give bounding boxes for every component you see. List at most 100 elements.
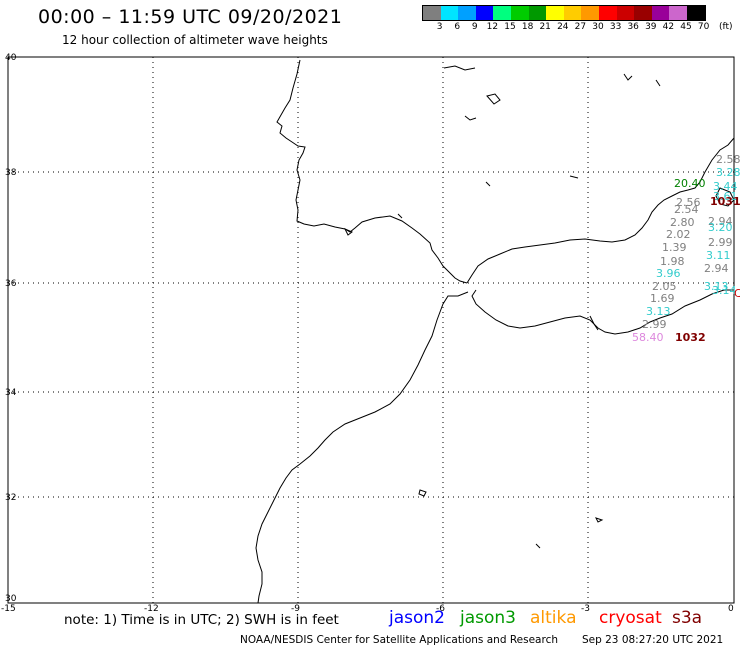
legend-tick-label: 39: [645, 22, 657, 32]
wave-height-label: 3.96: [656, 267, 681, 280]
wave-height-label: 2.94: [704, 262, 729, 275]
wave-height-label: 58.40: [632, 331, 664, 344]
wave-height-label: 20.40: [674, 177, 706, 190]
wave-height-label: 1032: [675, 331, 706, 344]
legend-swatch: [598, 6, 617, 20]
satellite-jason3: jason3: [460, 608, 516, 628]
map-subtitle: 12 hour collection of altimeter wave hei…: [62, 33, 328, 47]
legend-tick-label: 27: [574, 22, 587, 32]
coast-iberia-mediterranean: [466, 137, 735, 284]
coast-alboran: [589, 315, 599, 331]
legend-swatch: [686, 6, 705, 20]
coast-island-small: [343, 228, 353, 236]
coastlines: [255, 59, 735, 604]
legend-swatch: [440, 6, 459, 20]
coast-small-3: [535, 543, 541, 549]
wave-height-label: 2.99: [642, 318, 667, 331]
wave-height-label: 2.99: [708, 236, 733, 249]
wave-height-label: 3.44: [713, 180, 738, 193]
coast-lake-4: [397, 213, 403, 219]
wave-height-label: C: [734, 287, 740, 300]
legend-tick-label: 6: [454, 22, 461, 32]
wave-height-label: 3.28: [716, 166, 740, 179]
coast-morocco-atlantic: [255, 291, 469, 604]
wave-height-label: 3.61: [713, 190, 738, 203]
lat-label-34: 34: [5, 388, 17, 398]
generated-timestamp: Sep 23 08:27:20 UTC 2021: [582, 634, 724, 646]
legend-swatch: [669, 6, 687, 20]
satellite-s3a: s3a: [672, 608, 703, 628]
legend-swatch: [546, 6, 564, 20]
legend-swatch: [423, 6, 441, 20]
legend-tick-label: 70: [697, 22, 710, 32]
wave-height-label: 3.20: [708, 221, 733, 234]
wave-height-label: 2.58: [716, 153, 740, 166]
coast-north-africa: [471, 289, 734, 335]
graticule: [8, 57, 734, 603]
coast-lake-2: [486, 93, 501, 105]
legend-tick-label: 45: [680, 22, 692, 32]
satellite-cryosat: cryosat: [599, 608, 662, 628]
legend-swatch: [493, 6, 511, 20]
coast-small-2: [595, 517, 604, 523]
legend-swatch: [634, 6, 652, 20]
coast-iberia-atlantic: [276, 59, 468, 284]
lon-label-12: -12: [144, 604, 159, 614]
legend-tick-label: 21: [539, 22, 551, 32]
legend-tick-label: 12: [486, 22, 499, 32]
wave-height-label: 3.13: [646, 305, 671, 318]
wave-height-label: 1.98: [660, 255, 685, 268]
wave-height-label: 3.13: [704, 280, 729, 293]
wave-height-label: 1.39: [662, 241, 687, 254]
legend-swatch: [528, 6, 547, 20]
lon-label-6: -6: [436, 604, 445, 614]
legend-swatch: [616, 6, 635, 20]
legend-tick-label: 15: [504, 22, 516, 32]
legend-tick-label: 3: [436, 22, 443, 32]
legend-swatch: [475, 6, 494, 20]
coast-lake-5: [485, 181, 491, 187]
lat-label-40: 40: [5, 53, 17, 63]
wave-height-label: 2.02: [666, 228, 691, 241]
coast-lake-3: [464, 115, 477, 121]
lon-label-3: -3: [581, 604, 590, 614]
wave-height-label: 2.80: [670, 216, 695, 229]
lat-label-36: 36: [5, 279, 17, 289]
wave-height-label: 3.14: [712, 284, 737, 297]
coast-lake-8: [569, 175, 579, 179]
wave-height-label: 2.56: [676, 196, 701, 209]
coast-lake-1: [443, 65, 476, 71]
wave-height-label: 1.69: [650, 292, 675, 305]
legend-swatch: [651, 6, 670, 20]
coast-small-1: [418, 489, 427, 497]
lon-label-0: 0: [728, 604, 734, 614]
legend-tick-label: 42: [662, 22, 675, 32]
lon-label-15: -15: [1, 604, 16, 614]
footer-note: note: 1) Time is in UTC; 2) SWH is in fe…: [64, 612, 339, 628]
legend-swatch: [458, 6, 476, 20]
legend-tick-label: 33: [609, 22, 622, 32]
legend-tick-label: 18: [521, 22, 534, 32]
legend-swatch: [563, 6, 582, 20]
lat-label-32: 32: [5, 493, 16, 503]
map-title: 00:00 – 11:59 UTC 09/20/2021: [38, 6, 343, 28]
lon-label-9: -9: [291, 604, 300, 614]
wave-height-label: 2.05: [652, 280, 677, 293]
satellite-altika: altika: [530, 608, 577, 628]
legend-swatch: [581, 6, 599, 20]
coast-balearic-mallorca: [715, 187, 735, 207]
wave-height-label: 3.11: [706, 249, 731, 262]
legend-tick-label: 9: [471, 22, 478, 32]
lat-label-38: 38: [5, 168, 17, 178]
satellite-jason2: jason2: [389, 608, 445, 628]
color-scale-unit: (ft): [719, 22, 733, 32]
color-scale-ticks: 3 6 9 12 15 18 21 24 27 30 33 36 39 42 45 70: [422, 22, 740, 34]
legend-tick-label: 36: [627, 22, 639, 32]
lat-label-30: 30: [5, 594, 17, 604]
map-frame: [7, 56, 735, 604]
credit-line: NOAA/NESDIS Center for Satellite Applica…: [240, 634, 558, 646]
wave-height-label: 1031: [710, 195, 740, 208]
coast-lake-7: [655, 79, 661, 87]
